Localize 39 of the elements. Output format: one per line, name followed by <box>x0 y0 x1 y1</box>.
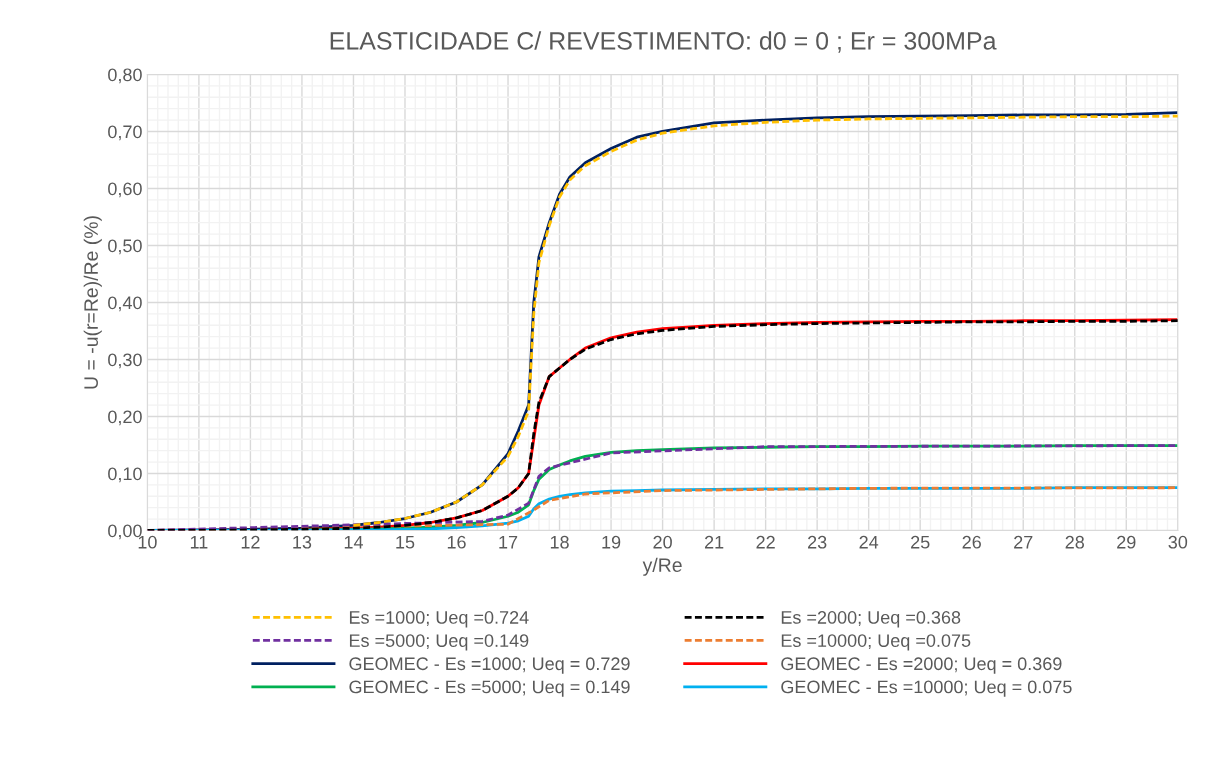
y-tick-label: 0,50 <box>108 239 142 255</box>
x-tick-label: 20 <box>653 535 672 549</box>
x-tick-label: 16 <box>447 535 466 549</box>
x-tick-label: 14 <box>344 536 363 549</box>
x-tick-label: 24 <box>859 535 879 549</box>
x-tick-label: 27 <box>1014 535 1033 549</box>
y-tick-label: 0,70 <box>108 125 142 141</box>
x-tick-label: 18 <box>550 535 569 549</box>
y-tick-label: 0,80 <box>108 68 142 84</box>
y-tick-label: 0,20 <box>108 410 142 426</box>
x-tick-label: 12 <box>241 535 260 549</box>
x-tick-label: 25 <box>911 535 930 549</box>
x-axis-title: y/Re <box>642 557 682 576</box>
y-tick-label: 0,10 <box>108 467 142 483</box>
legend-label: GEOMEC - Es =5000; Ueq = 0.149 <box>349 680 630 697</box>
chart-title: ELASTICIDADE C/ REVESTIMENTO: d0 = 0 ; Er = 300MPa <box>330 31 997 53</box>
x-tick-label: 15 <box>396 536 415 549</box>
legend-label: Es =2000; Ueq =0.368 <box>781 611 961 628</box>
legend-label: GEOMEC - Es =2000; Ueq = 0.369 <box>781 657 1062 674</box>
x-tick-label: 21 <box>704 535 724 549</box>
legend-label: GEOMEC - Es =1000; Ueq = 0.729 <box>349 657 630 674</box>
x-tick-label: 23 <box>808 535 827 549</box>
x-tick-label: 13 <box>293 535 312 549</box>
legend-label: GEOMEC - Es =10000; Ueq = 0.075 <box>781 680 1072 697</box>
y-tick-label: 0,30 <box>108 353 142 369</box>
x-tick-label: 26 <box>962 535 981 549</box>
x-tick-label: 11 <box>190 536 208 549</box>
y-tick-label: 0,40 <box>108 296 142 312</box>
y-axis-title: U = -u(r=Re)/Re (%) <box>83 216 102 389</box>
x-tick-label: 30 <box>1168 535 1188 549</box>
x-tick-label: 28 <box>1065 535 1085 549</box>
legend-label: Es =10000; Ueq =0.075 <box>781 634 971 651</box>
x-tick-label: 19 <box>602 535 621 549</box>
legend-label: Es =1000; Ueq =0.724 <box>349 611 529 628</box>
x-tick-label: 29 <box>1117 535 1136 549</box>
x-tick-label: 17 <box>499 536 518 549</box>
x-tick-label: 22 <box>756 535 775 549</box>
y-tick-label: 0,60 <box>108 182 142 198</box>
legend-label: Es =5000; Ueq =0.149 <box>349 634 529 651</box>
